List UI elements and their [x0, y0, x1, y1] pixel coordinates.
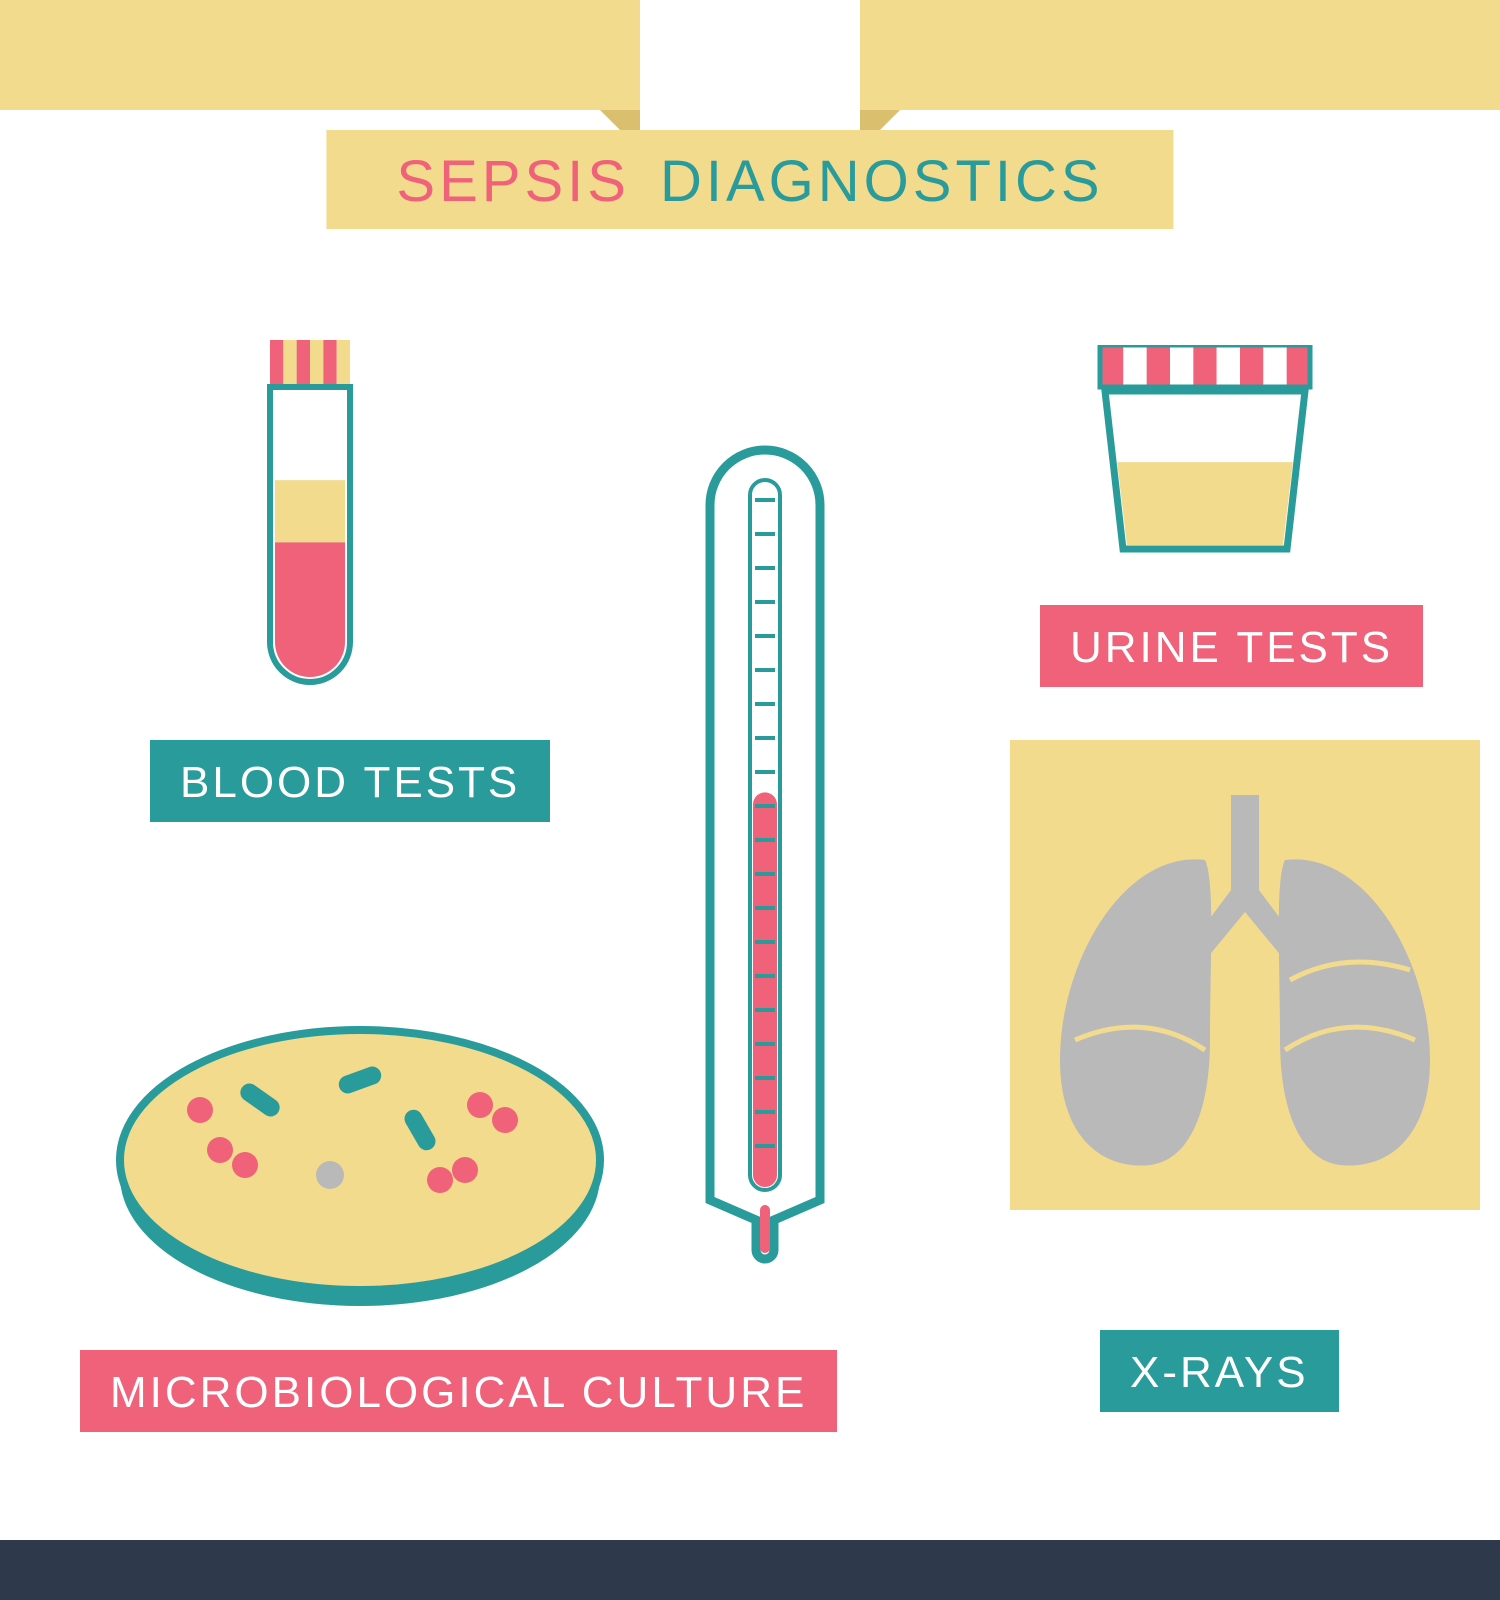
label-xrays: X-RAYS	[1100, 1330, 1339, 1412]
urine-cup-icon	[1090, 345, 1320, 585]
title-banner: SEPSIS DIAGNOSTICS	[326, 130, 1173, 229]
title-word-2: DIAGNOSTICS	[660, 148, 1104, 215]
label-urine-tests: URINE TESTS	[1040, 605, 1423, 687]
banner-top-left	[0, 0, 640, 110]
blood-tube-icon	[250, 340, 370, 720]
infographic-canvas: SEPSIS DIAGNOSTICS BLOOD TESTS URINE TES…	[0, 0, 1500, 1600]
label-blood-tests: BLOOD TESTS	[150, 740, 550, 822]
thermometer-icon	[700, 440, 830, 1300]
banner-top-right	[860, 0, 1500, 110]
label-microbiological-culture: MICROBIOLOGICAL CULTURE	[80, 1350, 837, 1432]
petri-dish-icon	[110, 1010, 610, 1310]
bottom-bar	[0, 1540, 1500, 1600]
title-word-1: SEPSIS	[396, 148, 630, 215]
xray-lungs-icon	[1010, 740, 1480, 1210]
